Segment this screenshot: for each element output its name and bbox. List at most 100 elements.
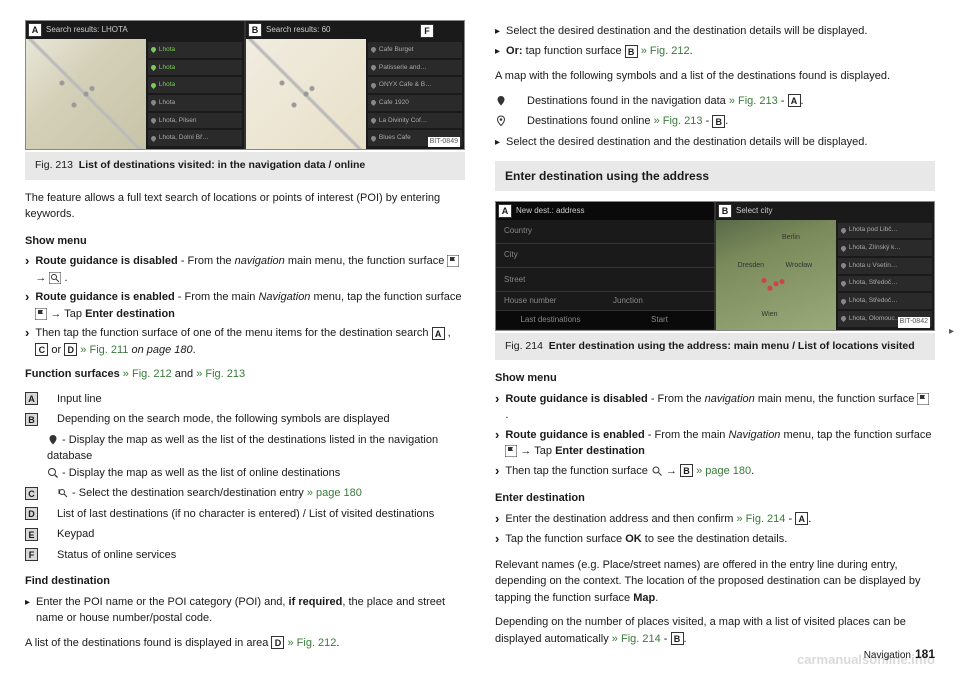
figure-213: A Search results: LHOTA Lhota Lhota Lhot… bbox=[25, 20, 465, 180]
list-item: Lhota, Zlínský k… bbox=[838, 240, 932, 256]
bullet-text: Enter the destination address and then c… bbox=[505, 511, 935, 529]
def-d: DList of last destinations (if no charac… bbox=[25, 506, 465, 523]
def-a: AInput line bbox=[25, 391, 465, 408]
pin-icon bbox=[47, 434, 59, 446]
left-column: A Search results: LHOTA Lhota Lhota Lhot… bbox=[25, 20, 465, 657]
bullet: Then tap the function surface → B » page… bbox=[495, 463, 935, 481]
search-icon bbox=[651, 465, 663, 477]
bullet-text: Route guidance is disabled - From the na… bbox=[505, 391, 935, 424]
triangle-icon bbox=[25, 594, 30, 627]
shot-a-list: Lhota Lhota Lhota Lhota Lhota, Pilsen Lh… bbox=[146, 39, 244, 149]
bullet-text: Then tap the function surface of one of … bbox=[35, 325, 465, 358]
list-item: Patisserie and… bbox=[368, 60, 462, 76]
def-e: EKeypad bbox=[25, 526, 465, 543]
chevron-icon bbox=[25, 325, 29, 358]
addr-map: Berlin Dresden Wrocław Wien bbox=[716, 220, 836, 330]
addr-header: New dest.: address bbox=[496, 202, 714, 220]
bullet-text: Tap the function surface OK to see the d… bbox=[505, 531, 935, 549]
bullet: Select the desired destination and the d… bbox=[495, 23, 935, 40]
bullet-text: Enter the POI name or the POI category (… bbox=[36, 594, 465, 627]
bullet: Tap the function surface OK to see the d… bbox=[495, 531, 935, 549]
chevron-icon bbox=[495, 531, 499, 549]
pin-solid-icon bbox=[495, 95, 507, 107]
fig214-screenshots: A New dest.: address Country City Street… bbox=[495, 201, 935, 331]
shot-b-header: Select city bbox=[716, 202, 934, 220]
fig214-caption: Fig. 214 Enter destination using the add… bbox=[495, 333, 935, 361]
shot-label-b: B bbox=[718, 204, 732, 218]
bullet: Enter the destination address and then c… bbox=[495, 511, 935, 529]
list-item: Lhota bbox=[148, 95, 242, 111]
bullet: Route guidance is enabled - From the mai… bbox=[25, 289, 465, 322]
depending-text: Depending on the number of places visite… bbox=[495, 614, 935, 647]
pin-def-1: Destinations found in the navigation dat… bbox=[495, 93, 935, 110]
triangle-icon bbox=[495, 43, 500, 60]
list-item: Lhota, Středoč… bbox=[838, 276, 932, 292]
flag-icon bbox=[447, 255, 459, 267]
addr-field: Country bbox=[496, 220, 714, 244]
enter-destination-heading: Enter destination using the address bbox=[495, 161, 935, 191]
relevant-names-text: Relevant names (e.g. Place/street names)… bbox=[495, 557, 935, 607]
bullet: Enter the POI name or the POI category (… bbox=[25, 594, 465, 627]
fig213-caption: Fig. 213 List of destinations visited: i… bbox=[25, 152, 465, 180]
chevron-icon bbox=[495, 463, 499, 481]
right-column: Select the desired destination and the d… bbox=[495, 20, 935, 657]
list-item: ONYX Cafe & B… bbox=[368, 77, 462, 93]
bullet: Select the desired destination and the d… bbox=[495, 134, 935, 151]
shot-b-list: Cafe Burget Patisserie and… ONYX Cafe & … bbox=[366, 39, 464, 149]
list-item: Lhota bbox=[148, 42, 242, 58]
find-result-text: A list of the destinations found is disp… bbox=[25, 635, 465, 652]
triangle-icon bbox=[495, 23, 500, 40]
shot-a-header: Search results: LHOTA bbox=[26, 21, 244, 39]
page-continue-icon: ▸ bbox=[949, 324, 954, 339]
fig214-shot-b: B Select city Berlin Dresden Wrocław Wie… bbox=[716, 202, 934, 330]
addr-footer: Last destinations Start bbox=[496, 311, 714, 329]
shot-label-b: B bbox=[248, 23, 262, 37]
fig213-shot-b: B F Search results: 60 Cafe Burget Patis… bbox=[246, 21, 464, 149]
list-item: Lhota, Středoč… bbox=[838, 293, 932, 309]
list-item: Cafe Burget bbox=[368, 42, 462, 58]
bullet-text: Then tap the function surface → B » page… bbox=[505, 463, 935, 481]
list-item: Lhota u Vsetín… bbox=[838, 258, 932, 274]
bullet: Route guidance is disabled - From the na… bbox=[495, 391, 935, 424]
bullet: Route guidance is enabled - From the mai… bbox=[495, 427, 935, 460]
watermark: carmanualsonline.info bbox=[797, 650, 935, 670]
bit-ref: BIT-0842 bbox=[898, 317, 930, 328]
shot-a-map bbox=[26, 39, 146, 149]
list-item: Lhota pod Libč… bbox=[838, 223, 932, 239]
bullet-text: Route guidance is disabled - From the na… bbox=[35, 253, 465, 286]
find-destination-heading: Find destination bbox=[25, 573, 465, 590]
addr-field: Street bbox=[496, 268, 714, 292]
intro-text: The feature allows a full text search of… bbox=[25, 190, 465, 223]
chevron-icon bbox=[495, 511, 499, 529]
flag-icon bbox=[917, 393, 929, 405]
list-item: Lhota, Pilsen bbox=[148, 113, 242, 129]
bullet: Then tap the function surface of one of … bbox=[25, 325, 465, 358]
addr-field: City bbox=[496, 244, 714, 268]
globe-search-icon bbox=[47, 467, 59, 479]
bullet: Route guidance is disabled - From the na… bbox=[25, 253, 465, 286]
chevron-icon bbox=[25, 253, 29, 286]
def-b-sub1: - Display the map as well as the list of… bbox=[47, 432, 465, 465]
chevron-icon bbox=[25, 289, 29, 322]
show-menu-heading: Show menu bbox=[25, 233, 465, 250]
bullet-text: Route guidance is enabled - From the mai… bbox=[35, 289, 465, 322]
bullet: Or: tap function surface B » Fig. 212. bbox=[495, 43, 935, 60]
bullet-text: Route guidance is enabled - From the mai… bbox=[505, 427, 935, 460]
figure-214: A New dest.: address Country City Street… bbox=[495, 201, 935, 361]
chevron-icon bbox=[495, 427, 499, 460]
shot-b-map bbox=[246, 39, 366, 149]
bullet-text: Select the desired destination and the d… bbox=[506, 23, 935, 40]
pin-outline-icon bbox=[495, 115, 507, 127]
chevron-icon bbox=[495, 391, 499, 424]
list-item: Lhota bbox=[148, 77, 242, 93]
def-b: BDepending on the search mode, the follo… bbox=[25, 411, 465, 428]
def-c: C - Select the destination search/destin… bbox=[25, 485, 465, 502]
def-b-sub2: - Display the map as well as the list of… bbox=[47, 465, 465, 482]
bullet-text: Select the desired destination and the d… bbox=[506, 134, 935, 151]
fig213-screenshots: A Search results: LHOTA Lhota Lhota Lhot… bbox=[25, 20, 465, 150]
list-item: La Divinity Cof… bbox=[368, 113, 462, 129]
function-surfaces-heading: Function surfaces » Fig. 212 and » Fig. … bbox=[25, 366, 465, 383]
pin-def-2: Destinations found online » Fig. 213 - B… bbox=[495, 113, 935, 130]
list-item: Cafe 1920 bbox=[368, 95, 462, 111]
addr-field: House number bbox=[496, 292, 605, 311]
